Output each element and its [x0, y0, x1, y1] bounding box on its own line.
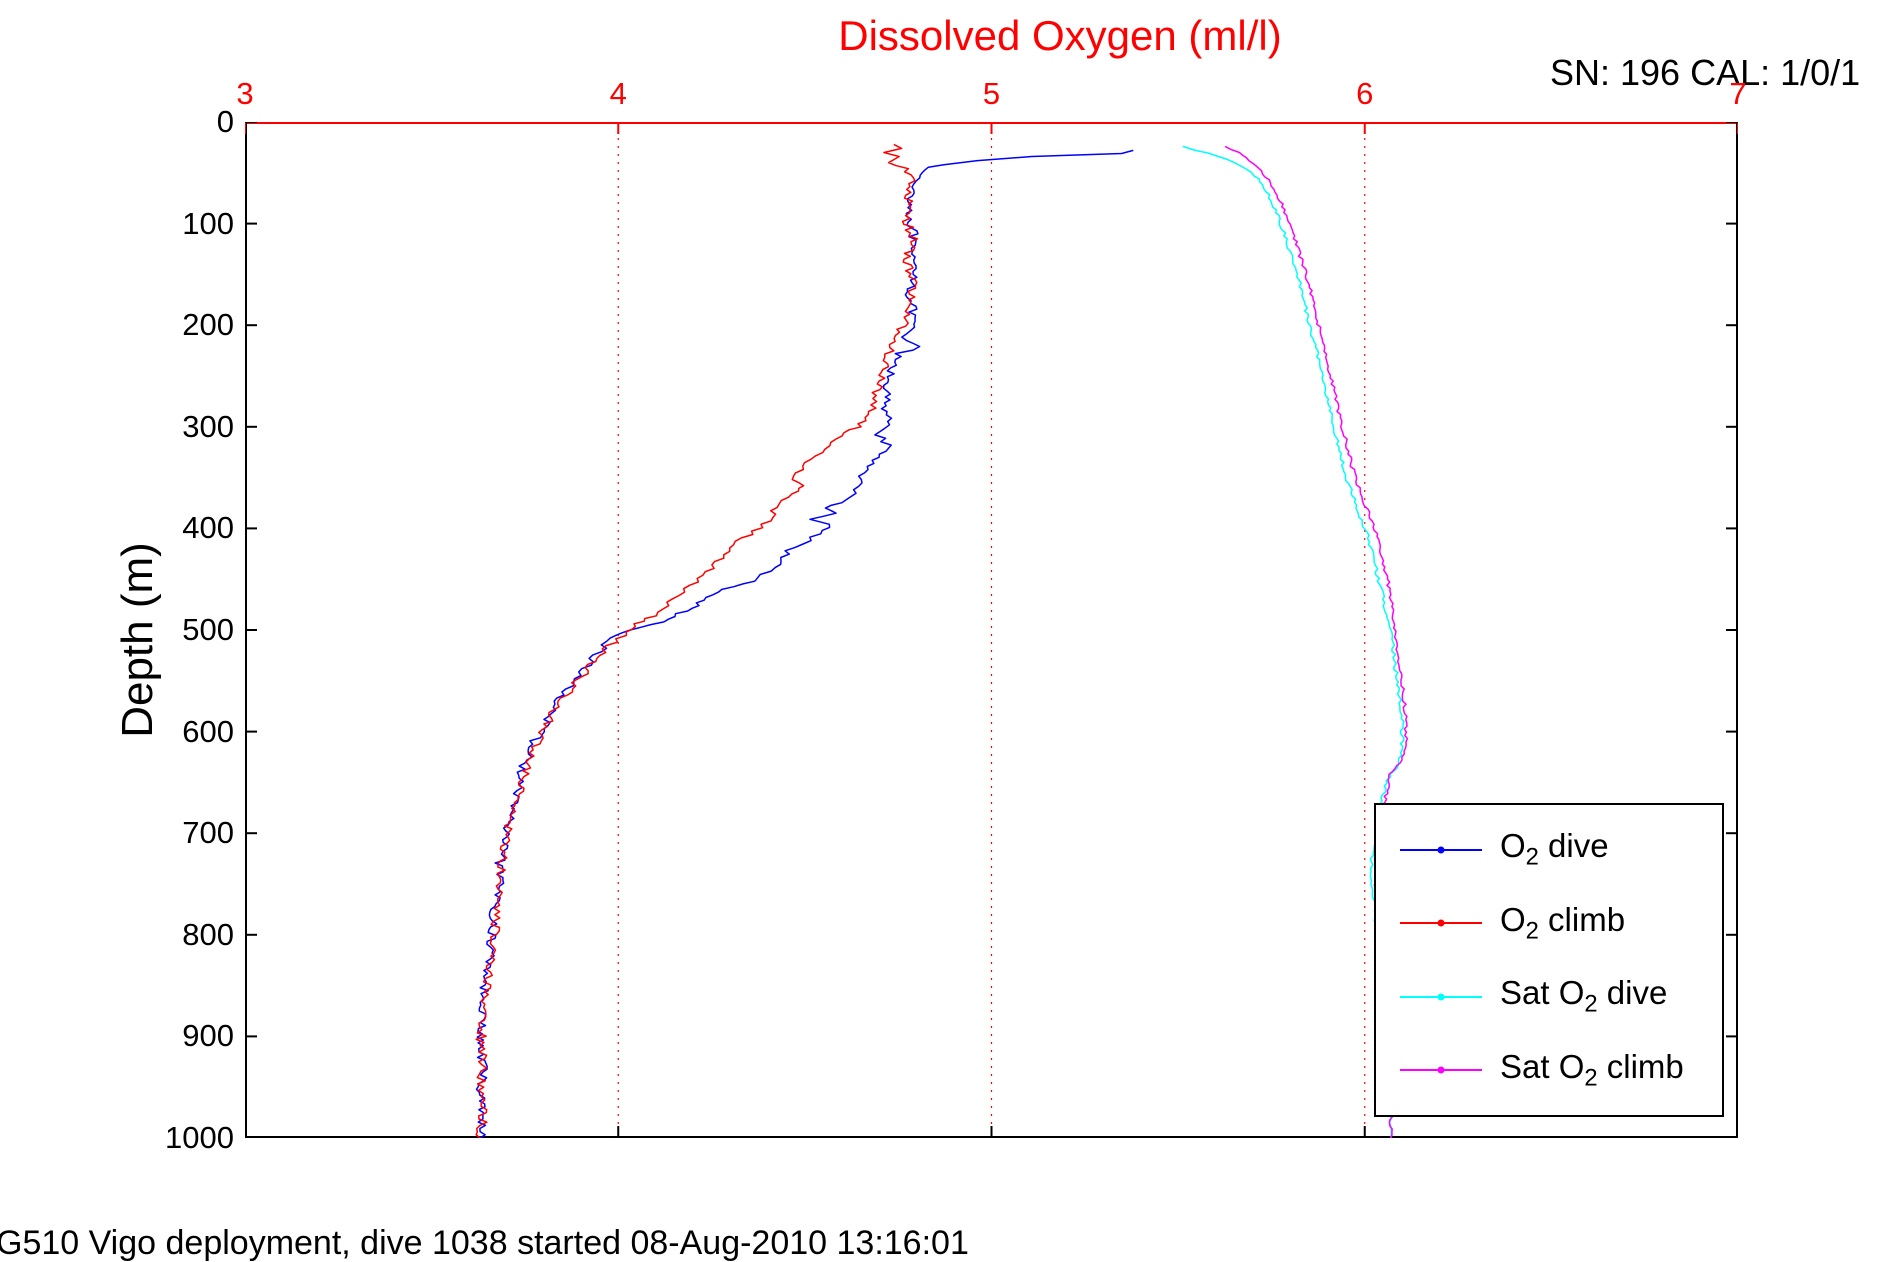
- legend-line-sample-sat-o2-climb: [1400, 1066, 1482, 1074]
- y-tick-label: 200: [182, 307, 234, 343]
- legend-line-sample-o2-dive: [1400, 846, 1482, 854]
- y-tick-label: 0: [216, 104, 234, 139]
- legend-marker-dot-icon: [1437, 919, 1445, 927]
- legend-item-o2-dive: O2 dive: [1376, 827, 1722, 872]
- x-tick-label: 4: [609, 76, 627, 111]
- y-tick-label: 700: [182, 815, 234, 851]
- x-tick-label: 3: [236, 76, 254, 111]
- x-tick-label: 7: [1729, 76, 1747, 111]
- legend-line-sample-o2-climb: [1400, 919, 1482, 927]
- y-tick-label: 500: [182, 612, 234, 647]
- legend-marker-dot-icon: [1437, 993, 1445, 1001]
- y-tick-label: 800: [182, 916, 234, 952]
- y-tick-label: 1000: [165, 1120, 234, 1155]
- y-tick-label: 600: [182, 713, 234, 749]
- series-o2-climb: [475, 143, 919, 1138]
- legend-label: O2 dive: [1500, 827, 1609, 872]
- figure-caption: G510 Vigo deployment, dive 1038 started …: [0, 1224, 969, 1262]
- legend-item-sat-o2-dive: Sat O2 dive: [1376, 974, 1722, 1019]
- plot-area: [245, 122, 1738, 1138]
- legend-item-o2-climb: O2 climb: [1376, 901, 1722, 946]
- chart-title: Dissolved Oxygen (ml/l): [838, 12, 1282, 59]
- sensor-serial-cal-text: SN: 196 CAL: 1/0/1: [1550, 52, 1861, 93]
- y-tick-label: 300: [182, 408, 234, 444]
- x-tick-label: 6: [1356, 76, 1374, 111]
- legend-label: Sat O2 climb: [1500, 1047, 1684, 1092]
- legend-marker-dot-icon: [1437, 1066, 1445, 1074]
- legend-line-sample-sat-o2-dive: [1400, 993, 1482, 1001]
- y-axis-label: Depth (m): [113, 542, 162, 738]
- legend-marker-dot-icon: [1437, 846, 1445, 854]
- x-tick-label: 5: [982, 76, 1001, 111]
- series-o2-dive: [475, 149, 1134, 1138]
- series-sat-o2-dive: [1182, 145, 1405, 1138]
- legend-box: O2 dive O2 climb Sat O2 dive Sat O2 clim…: [1374, 803, 1724, 1117]
- legend-label: Sat O2 dive: [1500, 974, 1668, 1019]
- y-tick-label: 400: [182, 510, 234, 546]
- y-tick-label: 900: [182, 1018, 234, 1054]
- legend-label: O2 climb: [1500, 900, 1626, 945]
- legend-item-sat-o2-climb: Sat O2 climb: [1376, 1048, 1722, 1093]
- y-tick-label: 100: [182, 205, 234, 241]
